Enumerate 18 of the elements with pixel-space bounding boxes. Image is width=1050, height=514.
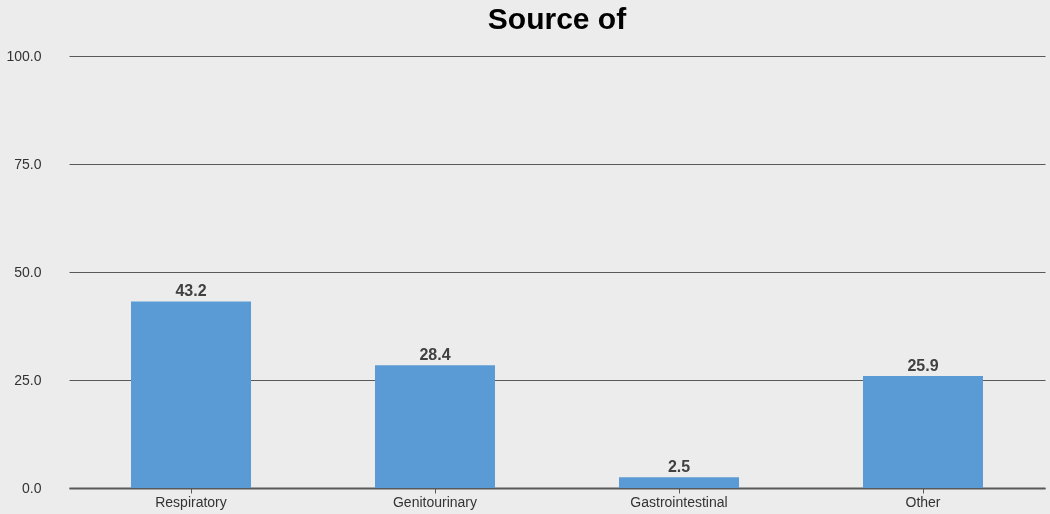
data-label: 25.9 bbox=[907, 357, 939, 375]
x-tick-label: Respiratory bbox=[155, 493, 227, 510]
y-tick-label: 0.0 bbox=[22, 479, 42, 496]
data-label: 43.2 bbox=[175, 282, 207, 300]
bar bbox=[131, 301, 251, 488]
x-tick-label: Other bbox=[905, 493, 941, 510]
x-tick-label: Genitourinary bbox=[392, 493, 478, 510]
y-tick-label: 50.0 bbox=[14, 263, 42, 280]
data-label: 2.5 bbox=[667, 458, 691, 476]
x-tick-label: Gastrointestinal bbox=[630, 493, 728, 510]
bar bbox=[619, 477, 739, 488]
y-tick-label: 75.0 bbox=[14, 155, 42, 172]
chart-title: Source of bbox=[487, 2, 628, 35]
bar bbox=[863, 376, 983, 488]
y-tick-label: 100.0 bbox=[6, 47, 42, 64]
y-tick-label: 25.0 bbox=[14, 371, 42, 388]
data-label: 28.4 bbox=[419, 346, 451, 364]
bar bbox=[375, 365, 495, 488]
